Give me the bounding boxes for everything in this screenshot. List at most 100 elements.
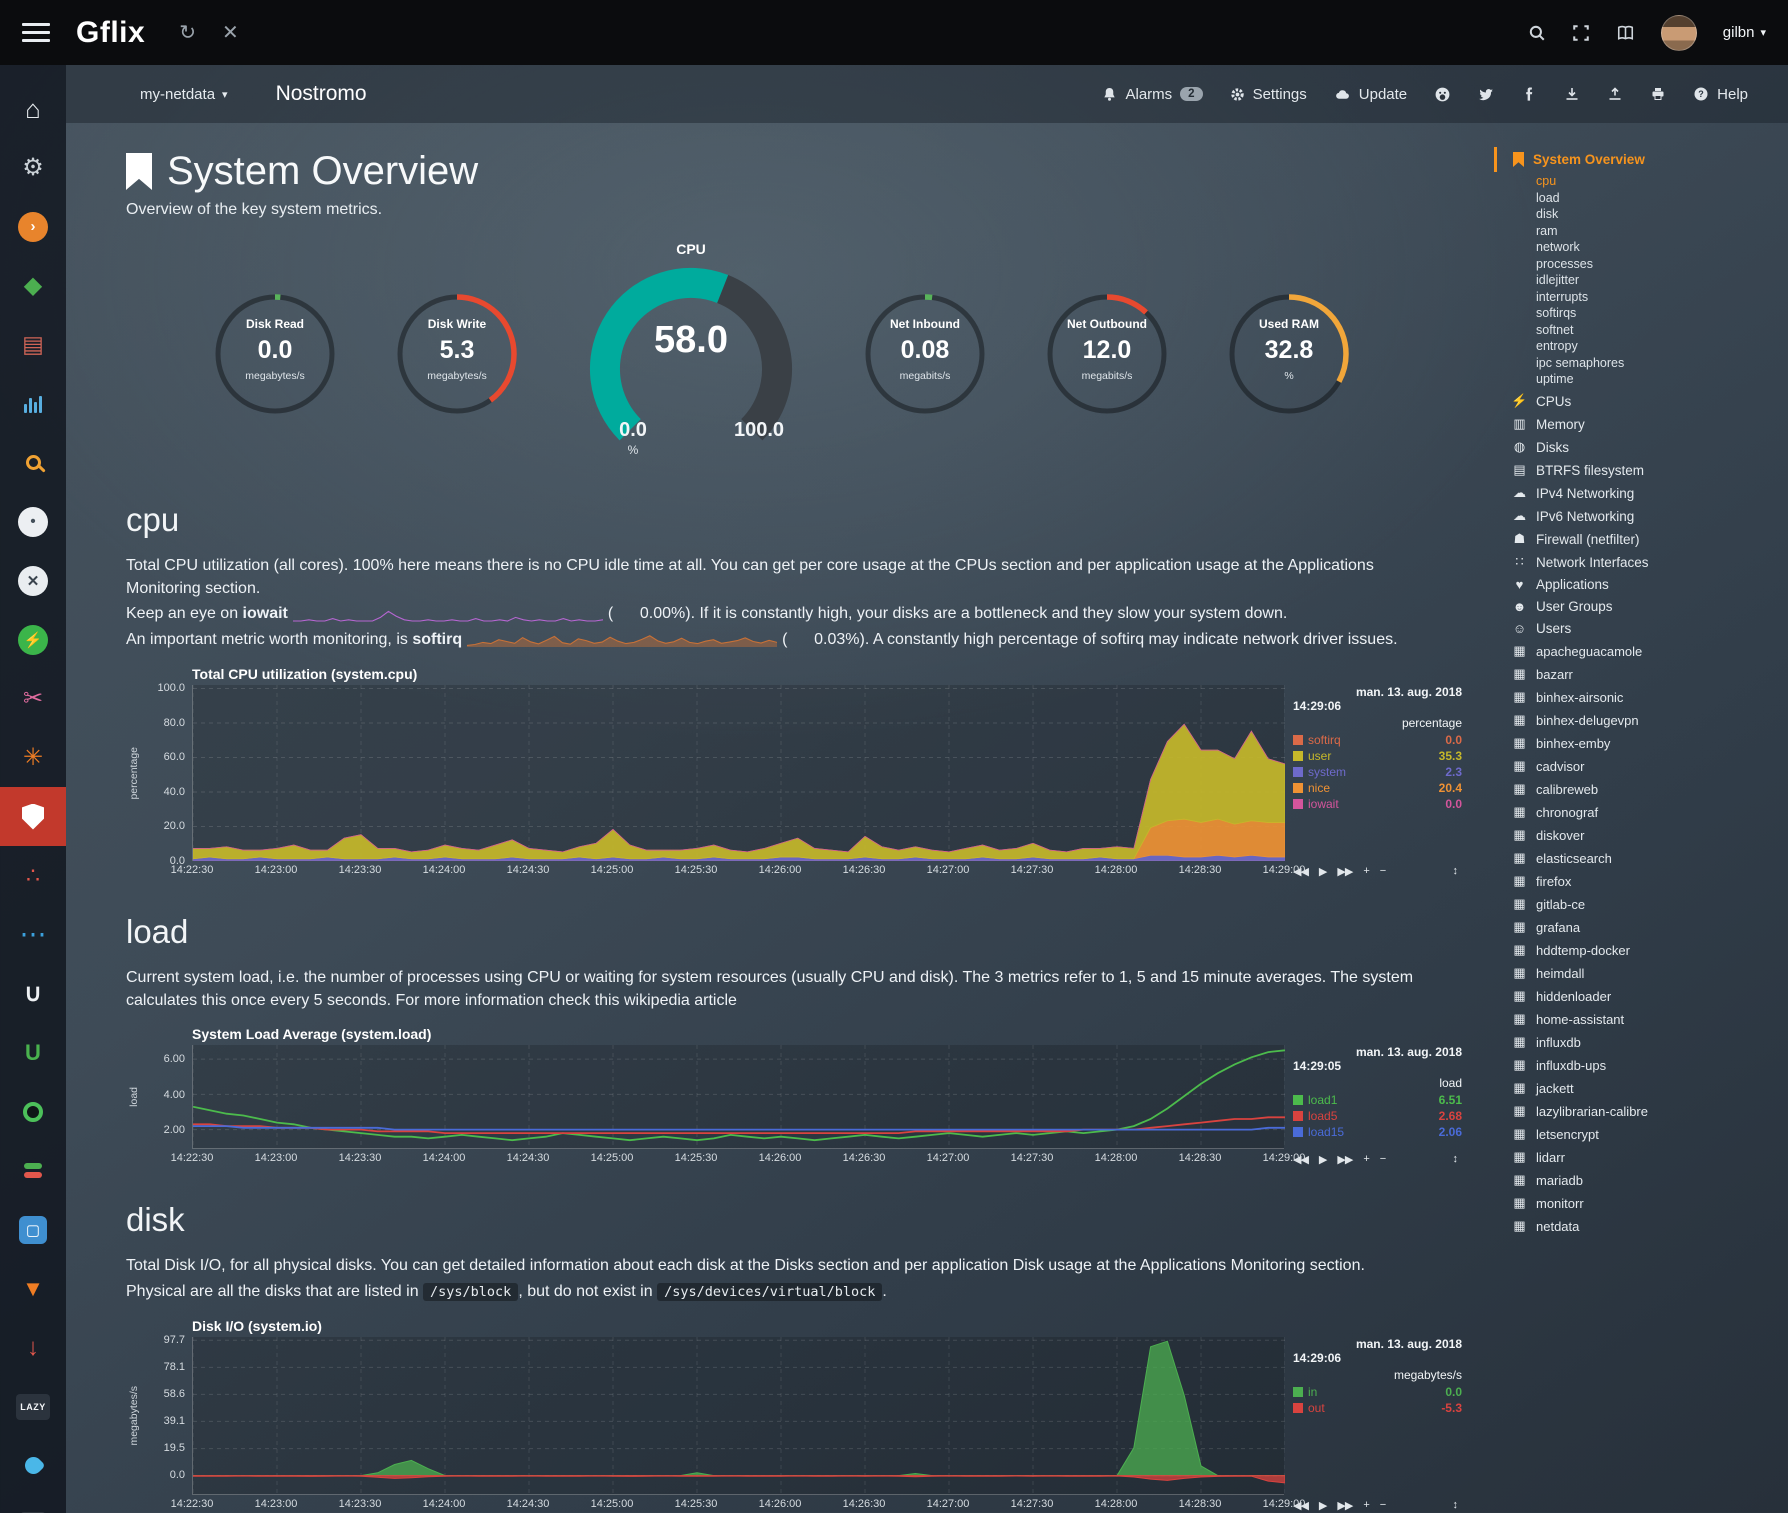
toolbox-play-icon[interactable]: ▶ [1318,865,1328,878]
legend-softirq[interactable]: softirq 0.0 [1293,732,1462,748]
toolbox-play-icon[interactable]: ▶ [1318,1154,1328,1167]
menu-disk[interactable]: disk [1536,207,1559,221]
search-app-icon[interactable] [0,433,66,492]
menu-influxdb-ups[interactable]: ▦ influxdb-ups [1510,1057,1782,1073]
toolbox-zoom-out-icon[interactable]: − [1379,1153,1387,1166]
menu-binhex-delugevpn[interactable]: ▦ binhex-delugevpn [1510,712,1782,728]
menu-applications[interactable]: ♥ Applications [1510,577,1782,592]
github-icon[interactable] [1434,86,1451,103]
menu-jackett[interactable]: ▦ jackett [1510,1080,1782,1096]
menu-hddtemp-docker[interactable]: ▦ hddtemp-docker [1510,942,1782,958]
menu-ipc-semaphores[interactable]: ipc semaphores [1536,355,1625,370]
circle-x-app-icon[interactable]: ✕ [0,551,66,610]
alarms-button[interactable]: Alarms 2 [1102,86,1203,103]
menu-network[interactable]: network [1536,240,1580,254]
menu-firefox[interactable]: ▦ firefox [1510,873,1782,889]
home-icon[interactable]: ⌂ [25,93,41,124]
orange-gear-app-icon[interactable]: ✳ [22,743,44,771]
sab-app-icon[interactable]: sab [0,1495,66,1513]
menu-ram[interactable]: ram [1536,223,1558,238]
menu-network-interfaces[interactable]: ∷ Network Interfaces [1510,554,1782,570]
pills-app-icon[interactable] [0,1141,66,1200]
menu-disks[interactable]: ◍ Disks [1510,439,1782,455]
menu-monitorr[interactable]: ▦ monitorr [1510,1195,1782,1211]
lazy-app-icon[interactable]: LAZY [0,1377,66,1436]
toolbox-play-icon[interactable]: ▶ [1318,1499,1328,1512]
menu-softnet[interactable]: softnet [1536,322,1574,337]
menu-letsencrypt[interactable]: ▦ letsencrypt [1510,1126,1782,1142]
legend-system[interactable]: system 2.3 [1293,764,1462,780]
blue-dots-app-icon[interactable]: ⋯ [19,919,47,949]
menu-cadvisor[interactable]: ▦ cadvisor [1510,758,1782,774]
menu-chronograf[interactable]: ▦ chronograf [1510,804,1782,820]
audio-bars-app-icon[interactable] [0,374,66,433]
dark-ring-app-icon[interactable] [0,1082,66,1141]
menu-lazylibrarian-calibre[interactable]: ▦ lazylibrarian-calibre [1510,1103,1782,1119]
green-diamond-app-icon[interactable]: ◆ [23,271,43,299]
red-shield-app-icon[interactable] [0,787,66,846]
legend-load1[interactable]: load1 6.51 [1293,1092,1462,1108]
toolbox-zoom-out-icon[interactable]: − [1379,1498,1387,1511]
menu-interrupts[interactable]: interrupts [1536,289,1589,304]
water-drop-app-icon[interactable] [0,1436,66,1495]
menu-ipv4-networking[interactable]: ☁ IPv4 Networking [1510,485,1782,501]
legend-iowait[interactable]: iowait 0.0 [1293,796,1462,812]
resize-handle-icon[interactable]: ↕ [1452,864,1459,877]
chart-plot-area[interactable] [192,1045,1285,1150]
menu-system-overview[interactable]: System Overview [1494,147,1782,172]
chart-plot-area[interactable] [192,1336,1285,1495]
white-circle-app-icon[interactable]: • [0,492,66,551]
menu-idlejitter[interactable]: idlejitter [1536,273,1580,287]
orange-circle-app-icon[interactable]: › [0,197,66,256]
stacked-boxes-app-icon[interactable]: ▤ [22,331,44,357]
menu-ipv6-networking[interactable]: ☁ IPv6 Networking [1510,508,1782,524]
menu-btrfs-filesystem[interactable]: ▤ BTRFS filesystem [1510,462,1782,478]
menu-bazarr[interactable]: ▦ bazarr [1510,666,1782,682]
menu-mariadb[interactable]: ▦ mariadb [1510,1172,1782,1188]
menu-entropy[interactable]: entropy [1536,339,1578,353]
update-button[interactable]: Update [1334,86,1407,103]
red-dots-app-icon[interactable]: ∴ [26,862,40,888]
menu-home-assistant[interactable]: ▦ home-assistant [1510,1011,1782,1027]
toolbox-pan-right-icon[interactable]: ▶▶ [1337,865,1353,878]
toolbox-pan-left-icon[interactable]: ◀◀ [1293,1154,1309,1167]
menu-grafana[interactable]: ▦ grafana [1510,919,1782,935]
legend-nice[interactable]: nice 20.4 [1293,780,1462,796]
legend-out[interactable]: out -5.3 [1293,1400,1462,1416]
blue-tile-app-icon[interactable]: ▢ [0,1200,66,1259]
toolbox-pan-right-icon[interactable]: ▶▶ [1337,1499,1353,1512]
host-selector[interactable]: my-netdata ▾ [140,86,228,103]
upload-icon[interactable] [1607,86,1623,102]
menu-lidarr[interactable]: ▦ lidarr [1510,1149,1782,1165]
orange-fox-app-icon[interactable]: ▼ [22,1275,44,1301]
menu-gitlab-ce[interactable]: ▦ gitlab-ce [1510,896,1782,912]
legend-user[interactable]: user 35.3 [1293,748,1462,764]
red-arrow-app-icon[interactable]: ↓ [27,1333,39,1361]
resize-handle-icon[interactable]: ↕ [1452,1153,1459,1166]
menu-netdata[interactable]: ▦ netdata [1510,1218,1782,1234]
menu-cpus[interactable]: ⚡ CPUs [1511,393,1572,409]
search-icon[interactable] [1528,24,1546,42]
toolbox-zoom-out-icon[interactable]: − [1379,864,1387,877]
horseshoe-app-icon[interactable]: ∪ [24,979,42,1007]
legend-in[interactable]: in 0.0 [1293,1384,1462,1400]
refresh-icon[interactable]: ↻ [179,22,196,44]
menu-elasticsearch[interactable]: ▦ elasticsearch [1510,850,1782,866]
close-icon[interactable]: ✕ [221,22,239,44]
settings-button[interactable]: Settings [1230,86,1307,103]
menu-calibreweb[interactable]: ▦ calibreweb [1510,781,1782,797]
legend-load15[interactable]: load15 2.06 [1293,1124,1462,1140]
toolbox-zoom-in-icon[interactable]: + [1363,864,1370,877]
download-icon[interactable] [1564,86,1580,102]
menu-binhex-airsonic[interactable]: ▦ binhex-airsonic [1510,689,1782,705]
menu-processes[interactable]: processes [1536,256,1593,271]
menu-apacheguacamole[interactable]: ▦ apacheguacamole [1510,643,1782,659]
menu-memory[interactable]: ▥ Memory [1510,416,1782,432]
facebook-icon[interactable] [1522,86,1537,102]
menu-user-groups[interactable]: ☻ User Groups [1510,599,1782,614]
toolbox-zoom-in-icon[interactable]: + [1363,1153,1370,1166]
menu-firewall-netfilter-[interactable]: ☗ Firewall (netfilter) [1510,531,1782,547]
fullscreen-icon[interactable] [1572,24,1590,42]
menu-uptime[interactable]: uptime [1536,372,1574,386]
resize-handle-icon[interactable]: ↕ [1452,1498,1459,1511]
